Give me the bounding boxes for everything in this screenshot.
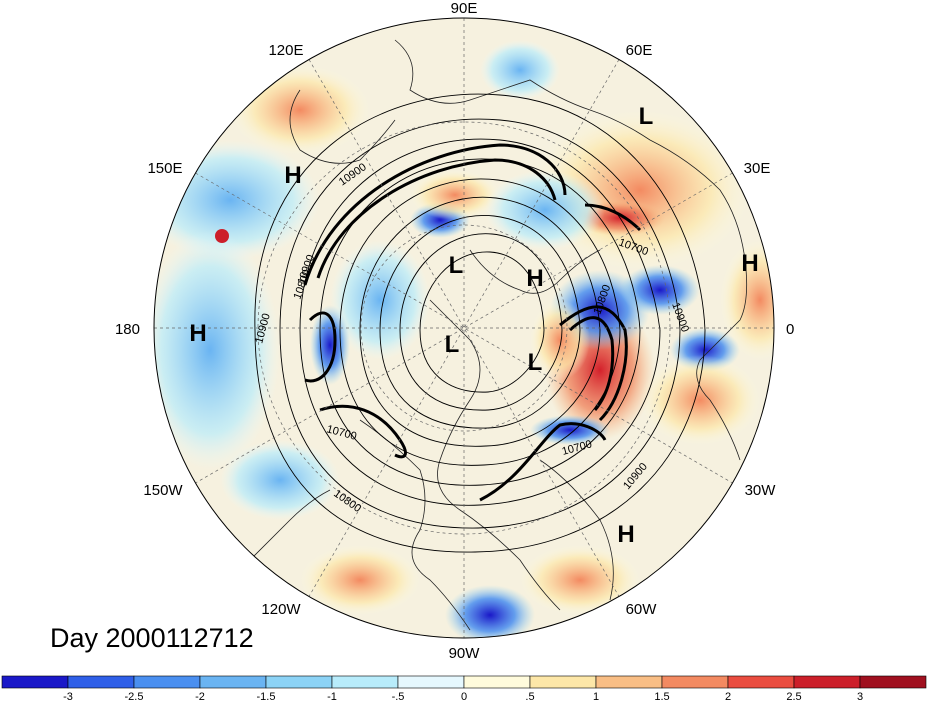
height-contours: [254, 93, 706, 553]
colorbar: -3 -2.5 -2 -1.5 -1 -.5 0 .5 1 1.5 2 2.5 3: [1, 675, 927, 702]
colorbar-tick-label: -1.5: [257, 691, 276, 702]
lon-label-0: 0: [786, 321, 794, 338]
colorbar-tick-label: -1: [327, 691, 337, 702]
lon-label-180: 180: [115, 321, 140, 338]
lon-label-150w: 150W: [143, 482, 183, 499]
lon-label-150e: 150E: [147, 160, 182, 177]
colorbar-tick-label: -.5: [392, 691, 405, 702]
colorbar-swatch: [793, 675, 861, 689]
high-center-label: H: [526, 265, 543, 292]
graticule: [154, 18, 774, 638]
low-center-label: L: [445, 331, 460, 358]
pressure-centers: H L L H H H L L H: [189, 103, 758, 548]
colorbar-swatch: [661, 675, 729, 689]
longitude-labels: 90E 60E 30E 0 30W 60W 90W 120W 150W 180 …: [115, 0, 794, 662]
anomaly-shading: [154, 18, 774, 638]
lon-label-120e: 120E: [268, 42, 303, 59]
colorbar-swatch: [67, 675, 135, 689]
colorbar-swatch: [331, 675, 399, 689]
colorbar-tick-label: 2: [725, 691, 731, 702]
colorbar-swatch: [1, 675, 69, 689]
lon-label-60e: 60E: [626, 42, 653, 59]
low-center-label: L: [639, 103, 654, 130]
lon-label-30w: 30W: [745, 482, 777, 499]
colorbar-swatch: [265, 675, 333, 689]
high-center-label: H: [189, 320, 206, 347]
high-center-label: H: [617, 521, 634, 548]
colorbar-swatch: [199, 675, 267, 689]
colorbar-tick-label: 2.5: [786, 691, 801, 702]
date-label: Day 2000112712: [50, 623, 254, 653]
colorbar-swatch: [133, 675, 201, 689]
colorbar-tick-label: -3: [63, 691, 73, 702]
colorbar-tick-label: -2.5: [125, 691, 144, 702]
colorbar-tick-label: .5: [525, 691, 534, 702]
colorbar-tick-label: 1: [593, 691, 599, 702]
colorbar-swatch: [529, 675, 597, 689]
low-center-label: L: [528, 349, 543, 376]
high-center-label: H: [741, 250, 758, 277]
colorbar-swatch: [463, 675, 531, 689]
colorbar-tick-label: 3: [857, 691, 863, 702]
map-boundary: [153, 17, 775, 639]
low-center-label: L: [449, 252, 464, 279]
colorbar-swatch: [727, 675, 795, 689]
lon-label-60w: 60W: [626, 601, 658, 618]
colorbar-swatch: [595, 675, 663, 689]
colorbar-swatch: [397, 675, 465, 689]
colorbar-tick-label: 0: [461, 691, 467, 702]
high-center-label: H: [284, 162, 301, 189]
colorbar-tick-label: -2: [195, 691, 205, 702]
jet-contours: [303, 143, 642, 502]
lon-label-120w: 120W: [261, 601, 301, 618]
lon-label-90e: 90E: [451, 0, 478, 17]
coastlines: [249, 39, 748, 631]
colorbar-tick-label: 1.5: [654, 691, 669, 702]
colorbar-swatch: [859, 675, 927, 689]
lon-label-30e: 30E: [744, 160, 771, 177]
lon-label-90w: 90W: [449, 645, 481, 662]
